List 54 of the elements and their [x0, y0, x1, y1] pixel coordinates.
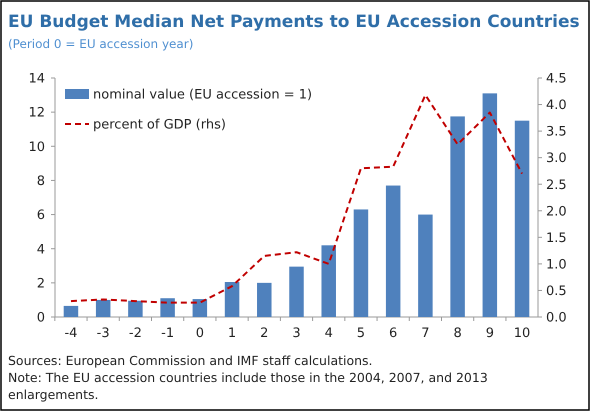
x-tick-label: 5 — [356, 326, 366, 341]
y-tick-label: 12 — [28, 106, 45, 121]
y2-tick-label: 4.0 — [546, 98, 567, 114]
x-tick-label: 0 — [196, 326, 204, 341]
bar — [160, 298, 175, 317]
x-tick-label: -2 — [128, 326, 142, 341]
x-tick-label: 8 — [453, 326, 462, 341]
y2-tick-label: 4.5 — [546, 72, 567, 87]
bar — [418, 214, 433, 317]
bar — [354, 209, 368, 317]
y2-tick-label: 1.0 — [546, 257, 567, 272]
bar — [257, 282, 272, 317]
y2-tick-label: 0.0 — [546, 310, 567, 326]
x-tick-label: 1 — [228, 326, 236, 341]
bar — [64, 306, 78, 317]
y-tick-label: 0 — [36, 310, 45, 326]
y2-tick-label: 3.0 — [546, 151, 567, 166]
bar — [289, 266, 304, 317]
bar — [321, 245, 336, 317]
bar — [128, 300, 143, 317]
x-tick-label: 7 — [421, 326, 430, 341]
bar — [96, 300, 110, 317]
chart-title: EU Budget Median Net Payments to EU Accession Countries — [8, 12, 580, 32]
bar — [224, 282, 240, 317]
text: Note: The EU accession countries include those in the 2004, 2007, and 2013 enlargements. — [8, 370, 488, 402]
x-tick-label: 2 — [260, 326, 268, 341]
bar — [482, 93, 498, 317]
y-tick-label: 2 — [36, 276, 45, 292]
x-tick-label: -3 — [96, 326, 110, 341]
y2-tick-label: 0.5 — [546, 284, 567, 299]
y-tick-label: 6 — [36, 208, 45, 224]
x-tick-label: 6 — [389, 326, 398, 341]
y2-tick-label: 2.0 — [546, 204, 567, 220]
y-tick-label: 4 — [36, 242, 45, 258]
x-tick-label: 10 — [514, 326, 530, 341]
x-tick-label: 4 — [324, 326, 333, 341]
bar — [514, 120, 530, 317]
legend-label: nominal value (EU accession = 1) — [93, 88, 312, 103]
legend-label: percent of GDP (rhs) — [93, 118, 226, 133]
y2-tick-label: 1.5 — [546, 230, 567, 246]
bar — [386, 186, 400, 317]
y2-tick-label: 3.5 — [546, 124, 567, 140]
x-tick-label: -4 — [64, 326, 78, 341]
x-tick-label: -1 — [161, 326, 174, 341]
x-tick-label: 9 — [486, 326, 494, 341]
y2-tick-label: 2.5 — [546, 178, 567, 193]
source-note: Sources: European Commission and IMF staff calculations. — [8, 353, 373, 368]
bar — [450, 116, 465, 317]
x-tick-label: 3 — [292, 326, 301, 341]
chart-subtitle: (Period 0 = EU accession year) — [8, 37, 194, 51]
y-tick-label: 14 — [28, 72, 45, 87]
y-tick-label: 10 — [28, 140, 45, 155]
bar — [192, 299, 208, 317]
y-tick-label: 8 — [36, 174, 45, 189]
